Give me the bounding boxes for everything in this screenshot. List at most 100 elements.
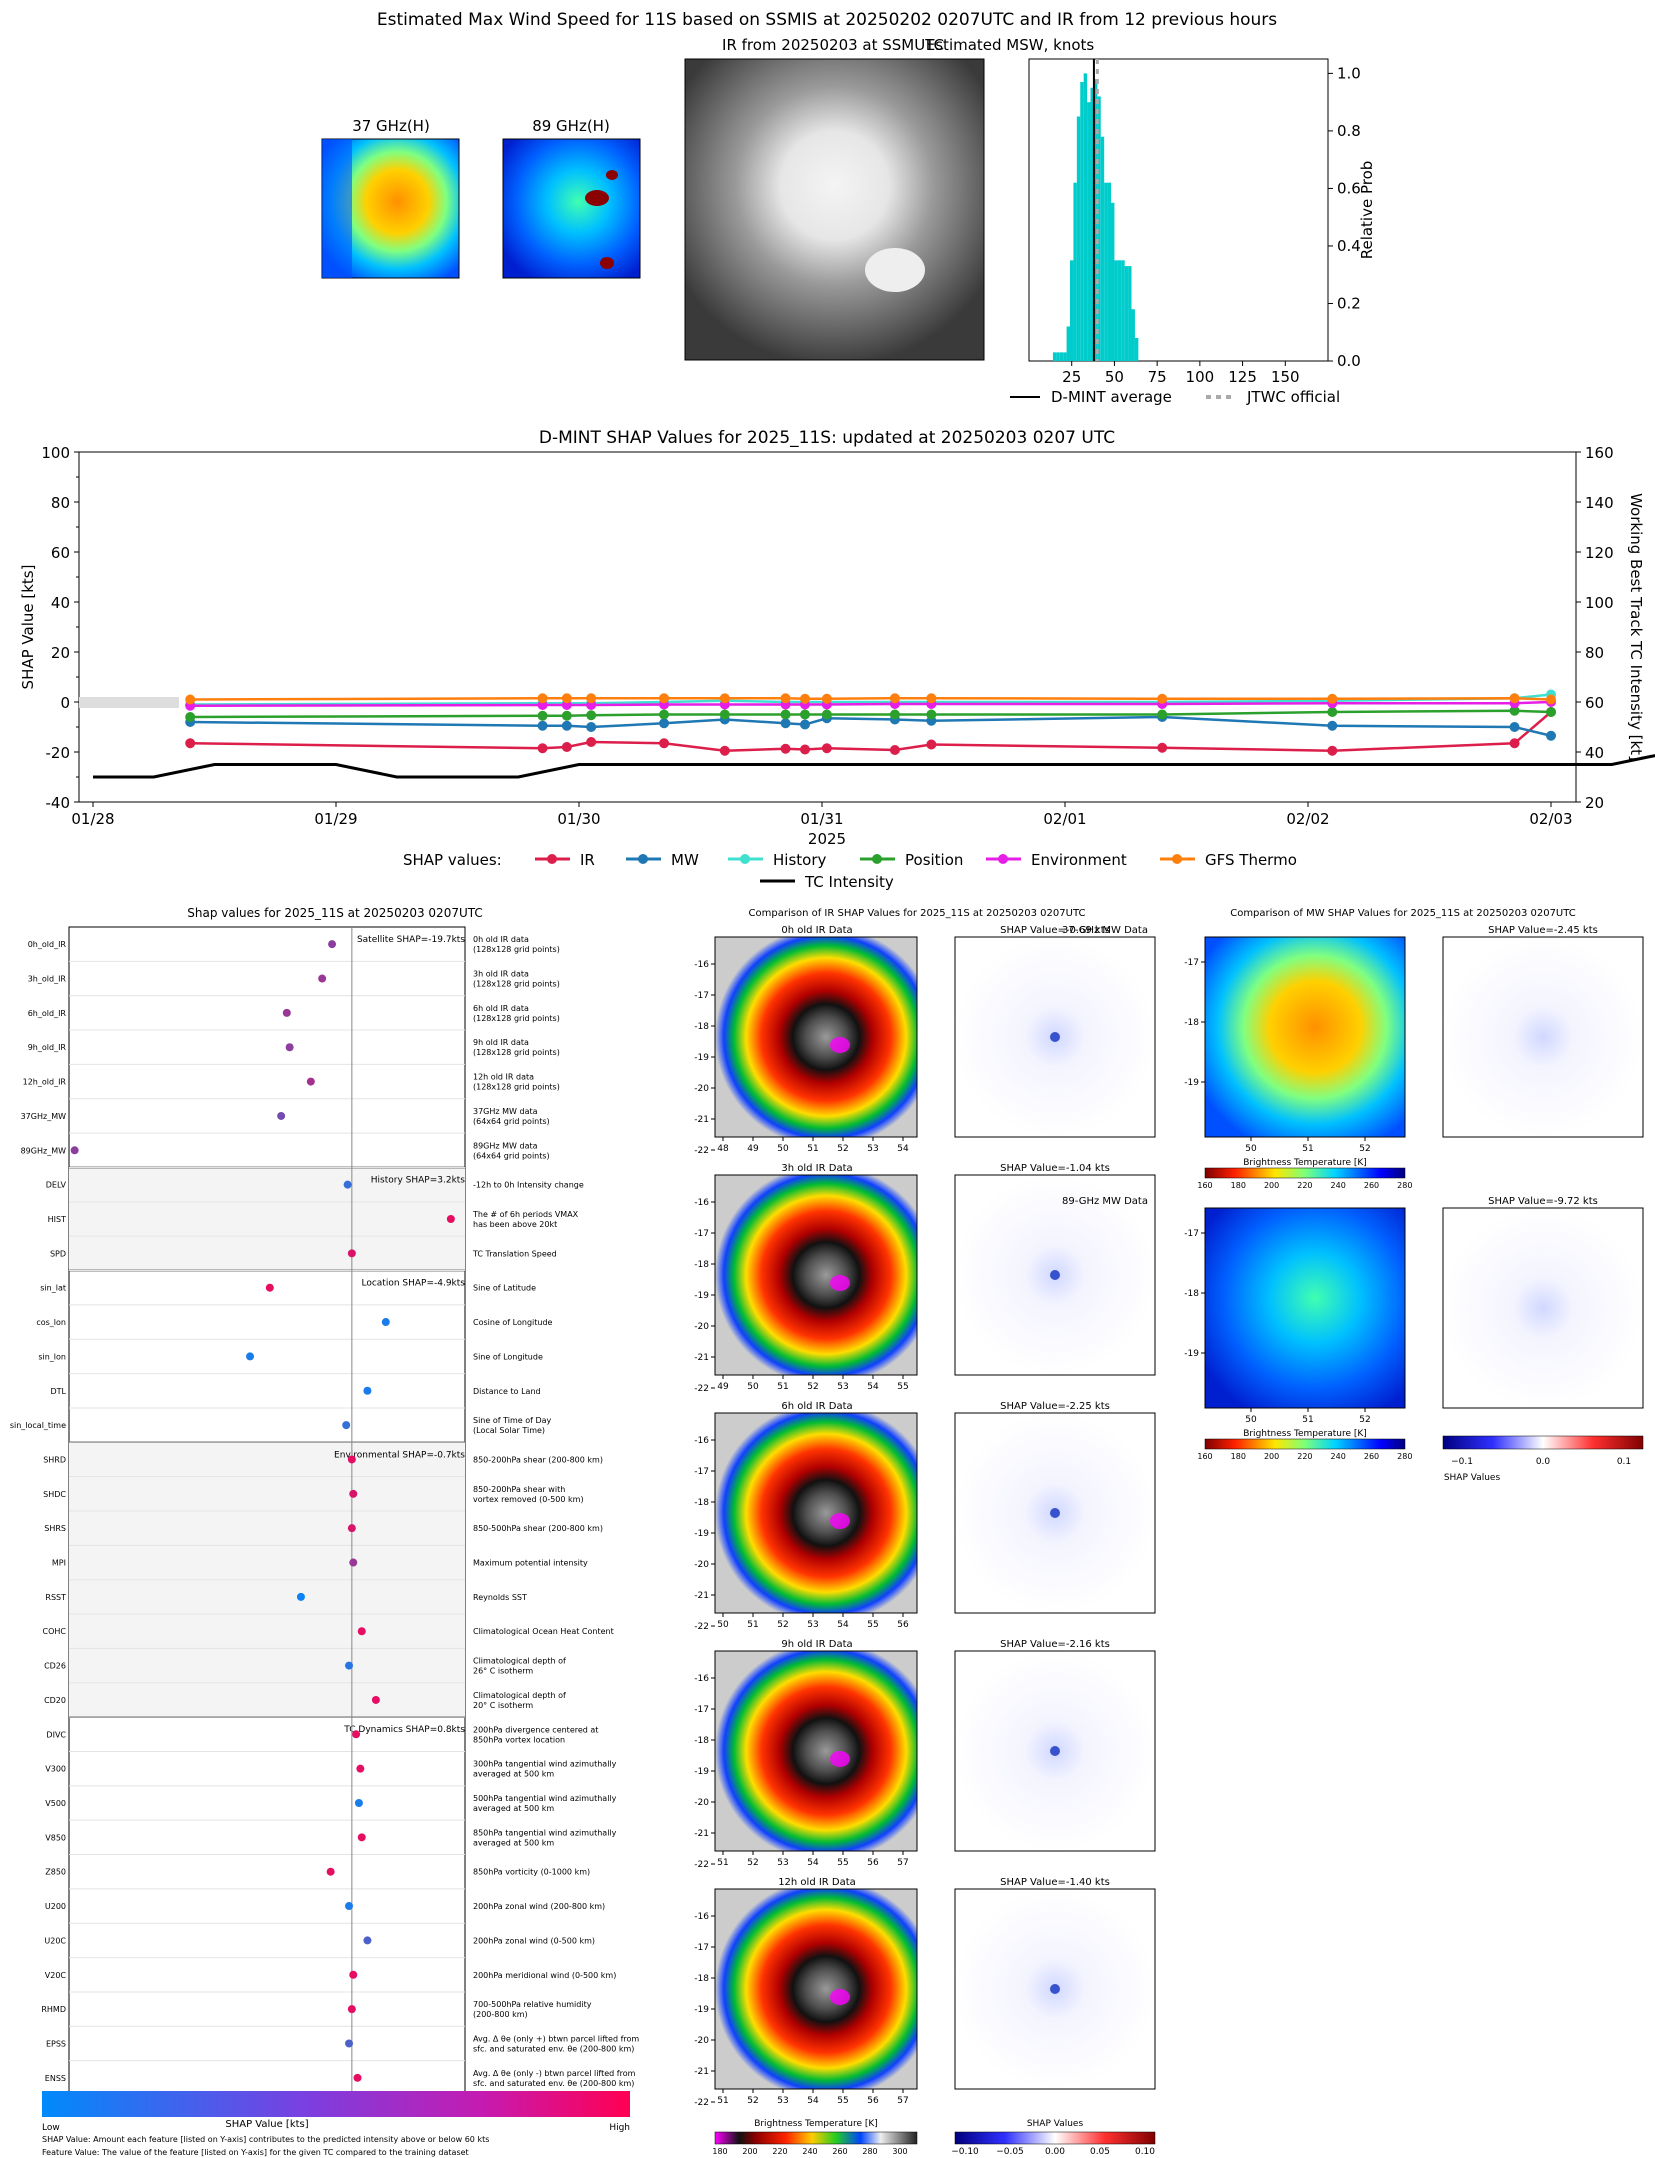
shap-feature-description: 850hPa vorticity (0-1000 km)	[473, 1868, 590, 1877]
ts-point-mw	[659, 718, 670, 729]
mw-shap-colorbar-tick: 0.0	[1536, 1457, 1551, 1467]
shap-point	[357, 1627, 366, 1636]
ir-row-ytick-label: -21	[694, 1353, 709, 1363]
ir-row-xtick-label: 52	[837, 1144, 848, 1154]
hist-bar	[1083, 73, 1088, 361]
hist-ytick-label: 0.4	[1337, 237, 1361, 255]
ts-point-gfs-thermo	[185, 694, 196, 705]
shap-point	[285, 1043, 294, 1052]
ir-shap-colorbar-tick: −0.10	[951, 2147, 979, 2157]
ts-legend-label: IR	[580, 851, 595, 869]
shap-feature-description-line: Reynolds SST	[473, 1593, 527, 1602]
ir-row-ytick-label: -17	[694, 991, 709, 1001]
shap-feature-description-line: (200-800 km)	[473, 2010, 528, 2019]
ts-legend-marker	[638, 854, 648, 864]
ir-row-cold-core	[830, 1275, 850, 1291]
mw-colorbar	[1204, 1167, 1406, 1179]
shap-feature-description-line: 850hPa tangential wind azimuthally	[473, 1828, 617, 1837]
ts-point-gfs-thermo	[926, 693, 937, 704]
mw-row-xtick-label: 52	[1359, 1415, 1370, 1425]
shap-feature-description: 200hPa meridional wind (0-500 km)	[473, 1971, 616, 1980]
ir-row-xtick-label: 51	[807, 1144, 818, 1154]
shap-feature-description-line: 700-500hPa relative humidity	[473, 2000, 592, 2009]
ir-row-ytick-label: -16	[694, 1436, 709, 1446]
ts-legend-label: TC Intensity	[804, 873, 894, 891]
ts-point-ir	[586, 737, 597, 747]
shap-feature-name: V20C	[45, 1971, 67, 1980]
ts-ytick-label: 60	[51, 544, 70, 562]
shap-feature-name: ENSS	[45, 2074, 66, 2083]
ir-title: IR from 20250203 at SSMUTC	[722, 36, 944, 54]
ts-point-ir	[537, 743, 548, 754]
ts-y2tick-label: 140	[1585, 494, 1614, 512]
shap-feature-name: HIST	[48, 1215, 66, 1224]
shap-point	[282, 1008, 291, 1017]
ir-row-shap-center	[1050, 1270, 1060, 1280]
shap-feature-panel: Shap values for 2025_11S at 20250203 020…	[10, 906, 640, 2157]
ir-row-ytick-label: -19	[694, 2005, 709, 2015]
shap-feature-name: V300	[45, 1765, 66, 1774]
ir-shap-colorbar-tick: 0.10	[1135, 2147, 1155, 2157]
ir-shap-colorbar-tick: −0.05	[996, 2147, 1024, 2157]
shap-feature-description: 850-500hPa shear (200-800 km)	[473, 1524, 603, 1533]
ir-row-shap-center	[1050, 1032, 1060, 1042]
ir-row-shap-center	[1050, 1746, 1060, 1756]
ts-point-position	[537, 710, 548, 721]
shap-point	[363, 1936, 372, 1945]
ts-point-position	[659, 709, 670, 720]
feature-colorbar	[42, 2091, 630, 2117]
shap-feature-description: 850-200hPa shear with vortex removed (0-5…	[473, 1485, 584, 1504]
mw-row-title: 89-GHz MW Data	[1062, 1196, 1148, 1207]
mw89-title: 89 GHz(H)	[532, 117, 610, 135]
shap-xlabel: SHAP Value [kts]	[225, 2119, 308, 2130]
shap-feature-name: V500	[45, 1799, 66, 1808]
ir-row-ytick-label: -20	[694, 1798, 709, 1808]
shap-feature-description: 9h old IR data (128x128 grid points)	[473, 1038, 560, 1057]
ts-shade	[79, 697, 179, 708]
shap-feature-description: 200hPa divergence centered at 850hPa vort…	[473, 1725, 598, 1744]
ts-legend-marker	[547, 854, 557, 864]
mw-shap-colorbar-tick: −0.1	[1451, 1457, 1473, 1467]
ir-row-xtick-label: 50	[717, 1620, 729, 1630]
ir-shap-colorbar-label: SHAP Values	[1027, 2119, 1084, 2129]
mw-colorbar-tick: 180	[1231, 1452, 1246, 1461]
hist-bar	[1117, 260, 1122, 361]
ts-y2tick-label: 80	[1585, 644, 1604, 662]
ir-row-shap-center	[1050, 1984, 1060, 1994]
shap-point	[265, 1283, 274, 1292]
shap-feature-name: SHRD	[43, 1455, 66, 1464]
shap-feature-description: Sine of Latitude	[473, 1284, 536, 1293]
shap-feature-description-line: 500hPa tangential wind azimuthally	[473, 1794, 617, 1803]
mw-row-ytick-label: -19	[1184, 1078, 1199, 1088]
footnote-shap: SHAP Value: Amount each feature [listed …	[42, 2135, 489, 2144]
ir-row-xtick-label: 51	[717, 1858, 728, 1868]
hist-bar	[1111, 202, 1115, 361]
shap-timeseries-chart: D-MINT SHAP Values for 2025_11S: updated…	[19, 428, 1655, 891]
hist-bar	[1090, 87, 1094, 361]
shap-group-label: TC Dynamics SHAP=0.8kts	[343, 1725, 465, 1735]
shap-point	[345, 1902, 354, 1911]
ts-xtick-label: 02/02	[1286, 810, 1329, 828]
mw89-convection-2	[606, 170, 618, 180]
ts-point-ir	[659, 738, 670, 749]
ir-row-image	[714, 1888, 918, 2090]
ir-row-ytick-label: -17	[694, 1229, 709, 1239]
mw-row-xtick-label: 52	[1359, 1144, 1370, 1154]
ts-point-ir	[780, 743, 791, 754]
ir-colorbar-tick: 260	[832, 2147, 847, 2156]
shap-feature-name: DELV	[46, 1181, 67, 1190]
ts-point-position	[926, 709, 937, 720]
shap-feature-description: Climatological Ocean Heat Content	[473, 1627, 614, 1636]
ir-row-ytick-label: -20	[694, 1322, 709, 1332]
ir-row-image	[714, 1412, 918, 1614]
ir-colorbar-tick: 300	[892, 2147, 907, 2156]
shap-point	[349, 1558, 358, 1567]
shap-point	[349, 1489, 358, 1498]
shap-feature-description-line: 37GHz MW data	[473, 1107, 538, 1116]
ts-line-position	[190, 709, 1552, 719]
ir-row-image	[714, 936, 918, 1138]
shap-group-label: Location SHAP=-4.9kts	[361, 1279, 465, 1289]
ts-point-gfs-thermo	[780, 693, 791, 704]
shap-point	[363, 1386, 372, 1395]
ir-row-xtick-label: 57	[897, 1858, 908, 1868]
